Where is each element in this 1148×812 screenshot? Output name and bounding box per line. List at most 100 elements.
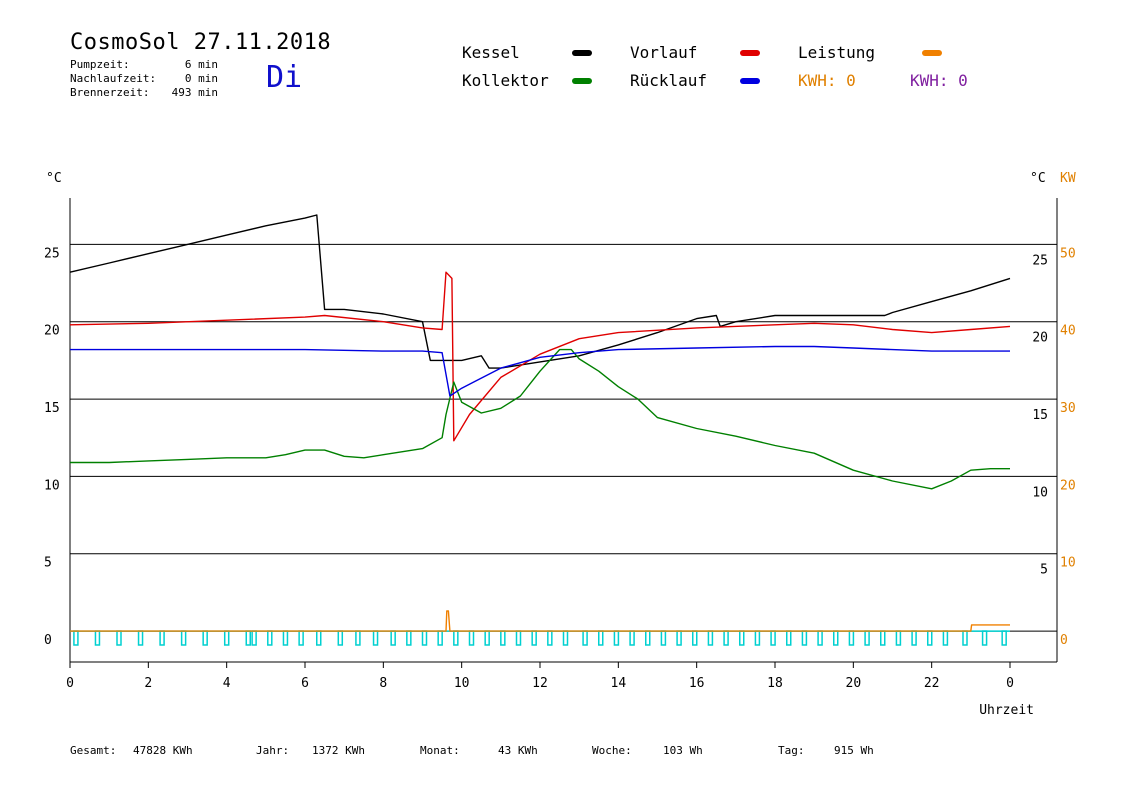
legend-leistung-label: Leistung (798, 43, 876, 62)
pump-pulse (880, 630, 886, 646)
pump-pulse (629, 630, 635, 646)
pump-pulse (390, 630, 396, 646)
pump-pulse (251, 630, 257, 646)
footer-jahr-label: Jahr: (256, 744, 290, 757)
pump-pulse (116, 630, 122, 646)
pump-pulse (484, 630, 490, 646)
pump-pulse (707, 630, 714, 646)
pump-pulse (911, 630, 917, 646)
pump-pulse (1001, 630, 1007, 646)
legend-vorlauf-label: Vorlauf (630, 43, 698, 62)
right-temp-tick-label: 15 (1032, 408, 1048, 423)
x-tick-label: 16 (689, 676, 705, 691)
right-temp-tick-label: 5 (1040, 563, 1048, 578)
right-kw-tick-label: 30 (1060, 401, 1076, 416)
x-tick-label: 0 (66, 676, 74, 691)
pump-pulse (962, 630, 968, 646)
legend-ruecklauf-swatch (740, 78, 760, 84)
pump-pulse (372, 630, 379, 646)
pump-pulse (137, 630, 144, 646)
footer-tag-value: 915 Wh (834, 744, 874, 757)
pump-pulse (159, 630, 165, 646)
right-axis-unit-kw: KW (1060, 171, 1076, 186)
x-axis-label: Uhrzeit (979, 703, 1034, 718)
series-line-rcklauf (70, 345, 1010, 397)
pump-pulse (770, 630, 776, 646)
x-tick-label: 12 (532, 676, 548, 691)
pump-pulse (817, 630, 823, 646)
pump-pulse (223, 630, 230, 646)
series-lines (69, 214, 1011, 646)
legend-ruecklauf-label: Rücklauf (630, 71, 708, 90)
series-line-vorlauf (69, 271, 1011, 442)
x-tick-label: 14 (611, 676, 627, 691)
left-tick-label: 15 (44, 401, 60, 416)
pump-pulse (468, 630, 475, 646)
pump-pulse (562, 630, 569, 646)
pump-pulse (692, 630, 698, 646)
legend-kessel-swatch (572, 50, 592, 56)
pump-pulse (942, 630, 949, 646)
pump-pulse (94, 630, 101, 646)
pump-pulse (613, 630, 620, 646)
left-tick-label: 0 (44, 633, 52, 648)
x-tick-label: 20 (846, 676, 862, 691)
footer-monat-label: Monat: (420, 744, 460, 757)
x-tick-label: 22 (924, 676, 940, 691)
pump-pulse (833, 630, 839, 646)
pump-pulse (73, 630, 79, 646)
pump-pulse (180, 630, 187, 646)
left-axis-unit: °C (46, 171, 62, 186)
pump-pulse (582, 630, 588, 646)
x-tick-label: 6 (301, 676, 309, 691)
pump-pulse (786, 630, 792, 646)
stat-pumpzeit-value: 6 min (184, 58, 218, 71)
pump-pulse (355, 630, 361, 646)
axis-labels: 0 2 4 6 8 10 12 14 16 18 20 22 0 Uhrzeit °C 0 5 10 15 20 25 °… (44, 171, 1076, 718)
pump-pulse (245, 630, 251, 646)
footer-woche-label: Woche: (592, 744, 632, 757)
legend-leistung-swatch (922, 50, 942, 56)
chart-title: CosmoSol 27.11.2018 (70, 30, 332, 55)
footer-jahr-value: 1372 KWh (312, 744, 365, 757)
right-kw-tick-label: 20 (1060, 478, 1076, 493)
right-temp-tick-label: 20 (1032, 331, 1048, 346)
legend-kollektor-swatch (572, 78, 592, 84)
stat-pumpzeit-label: Pumpzeit: (70, 58, 130, 71)
pump-pulse (660, 630, 667, 646)
pump-pulse (421, 630, 428, 646)
pump-pulse (739, 630, 745, 646)
pump-pulse (598, 630, 604, 646)
pump-pulse (337, 630, 344, 646)
pump-pulse (406, 630, 412, 646)
footer-gesamt-label: Gesamt: (70, 744, 117, 757)
right-temp-tick-label: 10 (1032, 485, 1048, 500)
pump-pulse (895, 630, 902, 646)
pump-pulse (754, 630, 761, 646)
pump-pulse (864, 630, 870, 646)
x-tick-label: 4 (223, 676, 231, 691)
right-kw-tick-label: 50 (1060, 246, 1076, 261)
series-line-kessel (69, 214, 1011, 369)
left-tick-label: 10 (44, 478, 60, 493)
stat-nachlaufzeit-label: Nachlaufzeit: (70, 72, 157, 85)
x-tick-label: 0 (1006, 676, 1014, 691)
footer-woche-value: 103 Wh (663, 744, 703, 757)
x-tick-label: 18 (767, 676, 783, 691)
pump-pulse (723, 630, 729, 646)
pump-pulse (282, 630, 289, 646)
weekday-label: Di (266, 60, 303, 95)
pump-pulse (645, 630, 651, 646)
x-tick-label: 8 (379, 676, 387, 691)
pump-pulse (531, 630, 537, 646)
stat-nachlaufzeit-value: 0 min (184, 72, 218, 85)
pump-pulse (927, 630, 933, 646)
pump-pulse (515, 630, 522, 646)
right-temp-tick-label: 25 (1032, 253, 1048, 268)
pump-pulse (202, 630, 208, 646)
right-kw-tick-label: 40 (1060, 324, 1076, 339)
footer-tag-label: Tag: (778, 744, 805, 757)
right-kw-tick-label: 0 (1060, 633, 1068, 648)
pump-pulse (500, 630, 506, 646)
